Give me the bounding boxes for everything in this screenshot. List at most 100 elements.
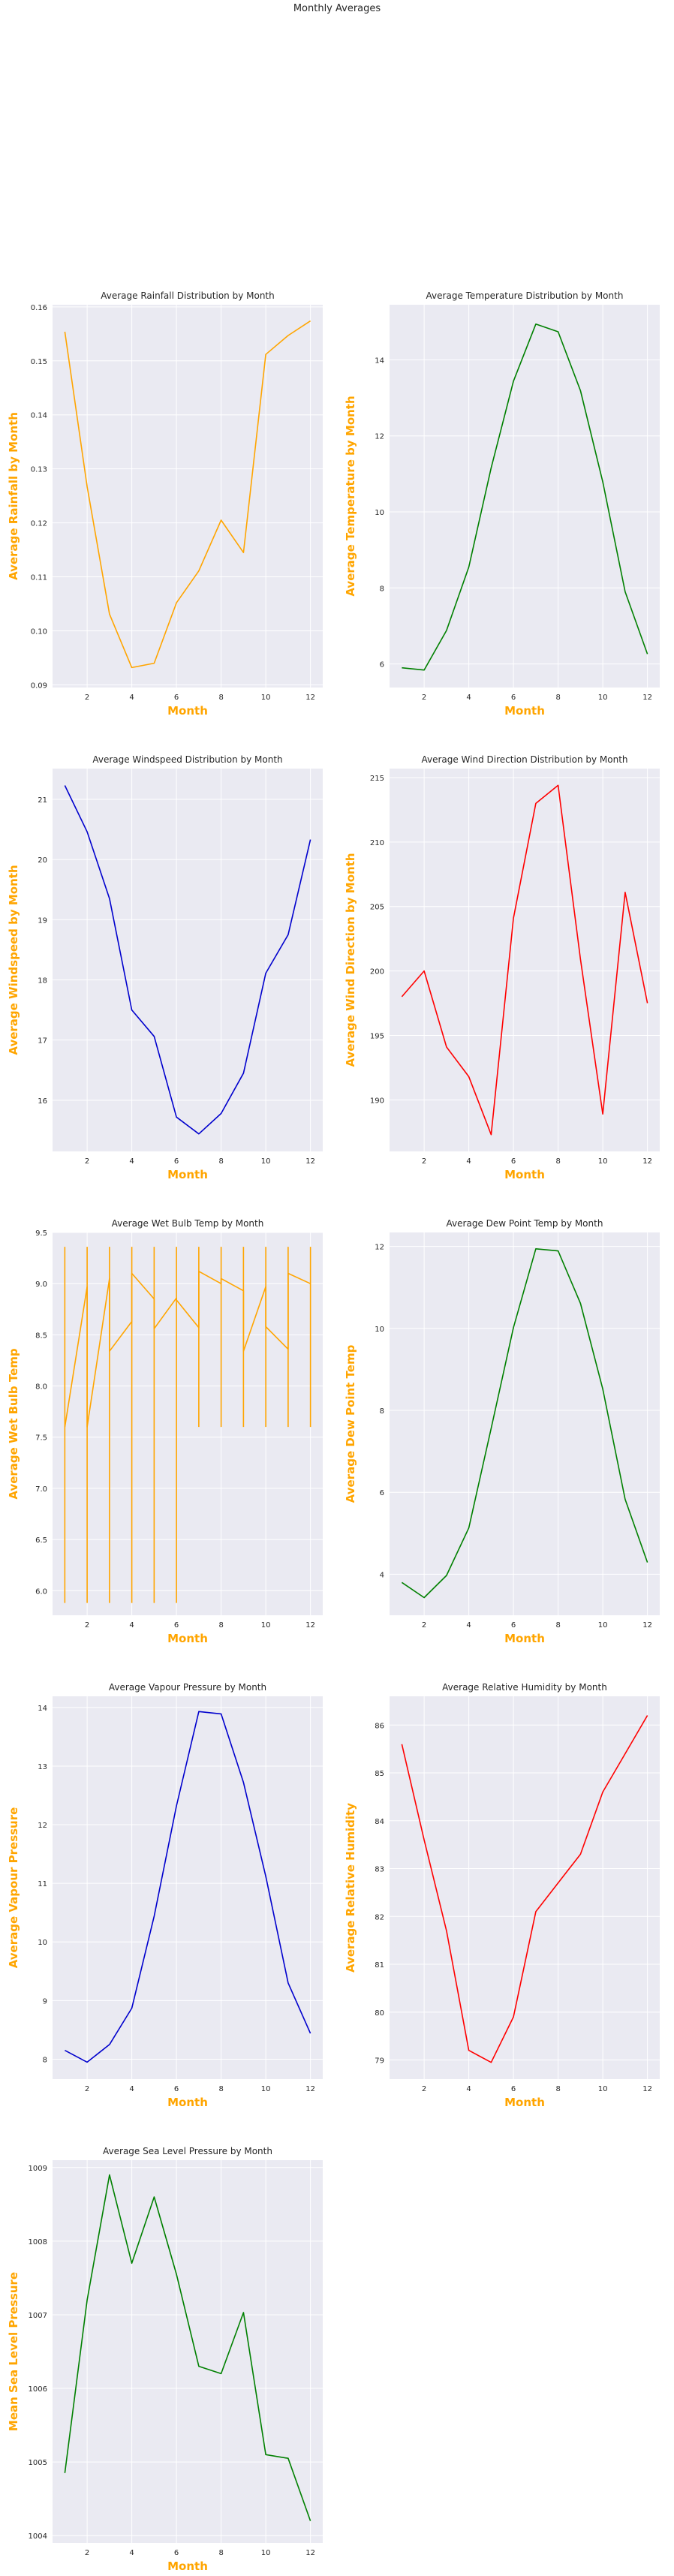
x-tick-label: 4	[129, 1157, 134, 1166]
y-tick-label: 12	[375, 1244, 384, 1252]
x-tick-label: 4	[129, 2549, 134, 2557]
y-tick-label: 1009	[29, 2165, 47, 2173]
chart-title: Average Sea Level Pressure by Month	[103, 2146, 272, 2156]
x-tick-label: 12	[305, 2085, 315, 2093]
y-tick-label: 81	[375, 1961, 384, 1970]
x-tick-label: 8	[555, 1157, 560, 1166]
y-tick-label: 1006	[29, 2385, 47, 2394]
x-tick-label: 2	[422, 1621, 426, 1630]
x-tick-label: 12	[305, 1157, 315, 1166]
y-axis-label: Average Wind Direction by Month	[344, 853, 357, 1067]
y-axis-label: Average Wet Bulb Temp	[7, 1348, 20, 1500]
y-tick-label: 8	[43, 2056, 47, 2064]
y-tick-label: 1008	[29, 2238, 47, 2246]
y-tick-label: 20	[38, 856, 47, 865]
x-tick-label: 6	[511, 1157, 516, 1166]
y-tick-label: 21	[38, 796, 47, 805]
plot-area	[53, 769, 323, 1151]
x-tick-label: 6	[174, 694, 179, 702]
chart-title: Average Temperature Distribution by Mont…	[426, 290, 624, 301]
x-tick-label: 2	[422, 2085, 426, 2093]
y-axis-label: Average Temperature by Month	[344, 396, 357, 596]
x-tick-label: 10	[598, 1157, 608, 1166]
y-axis-label: Average Vapour Pressure	[7, 1807, 20, 1969]
y-tick-label: 190	[370, 1097, 384, 1105]
y-axis-label: Average Rainfall by Month	[7, 412, 20, 580]
x-axis-label: Month	[167, 1168, 208, 1181]
x-tick-label: 10	[598, 694, 608, 702]
y-tick-label: 19	[38, 916, 47, 925]
x-tick-label: 8	[218, 694, 223, 702]
x-tick-label: 4	[466, 2085, 471, 2093]
x-tick-label: 12	[305, 1621, 315, 1630]
y-axis-label: Average Dew Point Temp	[344, 1344, 357, 1503]
chart-title: Average Rainfall Distribution by Month	[101, 290, 275, 301]
y-tick-label: 195	[370, 1032, 384, 1040]
x-tick-label: 10	[261, 1621, 271, 1630]
x-tick-label: 12	[305, 694, 315, 702]
x-tick-label: 4	[466, 1621, 471, 1630]
chart-panel-rainfall: Average Rainfall Distribution by Month 2 4…	[7, 290, 323, 718]
chart-title: Average Dew Point Temp by Month	[447, 1218, 603, 1229]
y-tick-label: 215	[370, 775, 384, 783]
x-tick-label: 12	[642, 1157, 652, 1166]
chart-title: Average Windspeed Distribution by Month	[92, 754, 282, 765]
y-tick-label: 12	[375, 433, 384, 441]
x-tick-label: 8	[218, 1157, 223, 1166]
y-tick-label: 8.0	[35, 1383, 47, 1392]
x-tick-label: 4	[466, 694, 471, 702]
x-tick-label: 2	[85, 2085, 89, 2093]
y-tick-label: 0.10	[31, 627, 47, 636]
y-tick-label: 79	[375, 2057, 384, 2066]
x-tick-label: 2	[85, 2549, 89, 2557]
chart-title: Average Wet Bulb Temp by Month	[112, 1218, 264, 1229]
y-tick-label: 6	[380, 1489, 384, 1497]
y-tick-label: 7.5	[35, 1434, 47, 1443]
chart-panel-vapour-pressure: Average Vapour Pressure by Month 2 4 6 8 10 12…	[7, 1682, 323, 2109]
x-tick-label: 4	[129, 1621, 134, 1630]
y-tick-label: 13	[38, 1763, 47, 1771]
x-tick-label: 6	[174, 2549, 179, 2557]
chart-panel-dew-point: Average Dew Point Temp by Month 2 4 6 8 10 12 4…	[344, 1218, 660, 1645]
y-tick-label: 14	[375, 357, 384, 365]
y-tick-label: 6.5	[35, 1536, 47, 1545]
x-tick-label: 10	[261, 694, 271, 702]
y-tick-label: 9.5	[35, 1229, 47, 1238]
x-tick-label: 12	[642, 2085, 652, 2093]
x-axis-label: Month	[504, 704, 545, 718]
plot-area	[390, 769, 660, 1151]
x-tick-label: 4	[129, 2085, 134, 2093]
y-tick-label: 4	[380, 1571, 384, 1579]
x-axis-label: Month	[504, 1168, 545, 1181]
x-tick-label: 4	[466, 1157, 471, 1166]
plot-area	[390, 1232, 660, 1615]
series-line	[65, 1711, 311, 2063]
y-axis-label: Average Windspeed by Month	[7, 865, 20, 1055]
y-tick-label: 84	[375, 1818, 384, 1826]
x-tick-label: 8	[555, 1621, 560, 1630]
series-line	[64, 320, 311, 669]
y-tick-label: 0.09	[31, 682, 47, 690]
y-tick-label: 83	[375, 1866, 384, 1874]
x-tick-label: 10	[261, 1157, 271, 1166]
y-tick-label: 6.0	[35, 1587, 47, 1596]
chart-panel-temperature: Average Temperature Distribution by Mont…	[344, 290, 660, 718]
x-tick-label: 12	[642, 1621, 652, 1630]
y-tick-label: 12	[38, 1822, 47, 1830]
x-tick-label: 6	[511, 694, 516, 702]
figure-title: Monthly Averages	[293, 3, 381, 14]
x-tick-label: 10	[261, 2549, 271, 2557]
y-tick-label: 0.14	[31, 412, 47, 420]
y-axis-label: Average Relative Humidity	[344, 1803, 357, 1973]
y-tick-label: 0.12	[31, 520, 47, 528]
x-axis-label: Month	[167, 1632, 208, 1645]
y-tick-label: 0.11	[31, 574, 47, 582]
y-tick-label: 0.15	[31, 358, 47, 366]
y-tick-label: 86	[375, 1722, 384, 1730]
x-tick-label: 6	[174, 1621, 179, 1630]
y-tick-label: 200	[370, 968, 384, 977]
x-axis-label: Month	[167, 2096, 208, 2109]
x-tick-label: 6	[511, 2085, 516, 2093]
series-line	[402, 323, 648, 671]
y-tick-label: 10	[38, 1939, 47, 1947]
